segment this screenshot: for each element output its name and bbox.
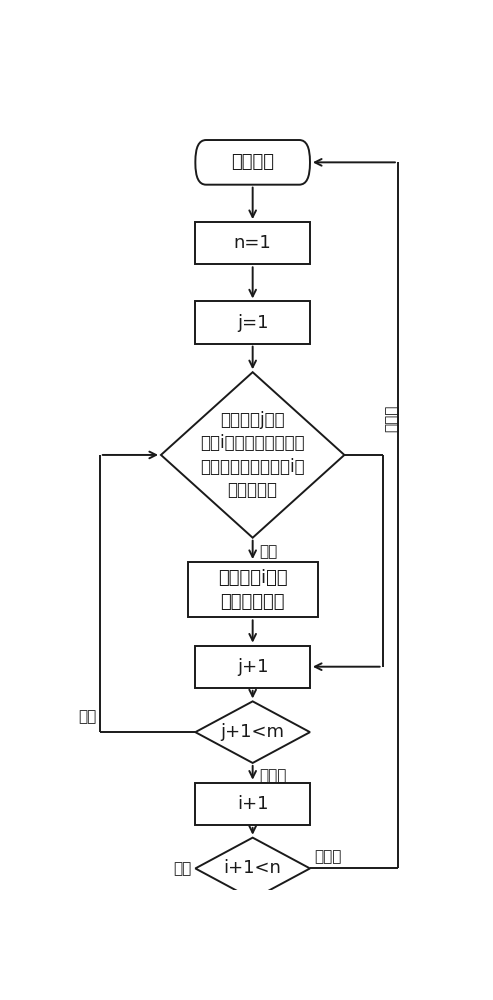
Bar: [195, 646, 310, 688]
Polygon shape: [195, 701, 310, 763]
Text: 小于: 小于: [78, 709, 97, 724]
Text: j+1: j+1: [237, 658, 268, 676]
Bar: [195, 301, 310, 344]
Text: i+1: i+1: [237, 795, 268, 813]
Text: n=1: n=1: [234, 234, 272, 252]
Polygon shape: [195, 838, 310, 899]
Text: 低于: 低于: [259, 544, 278, 559]
Text: j+1<m: j+1<m: [221, 723, 284, 741]
Text: 小于: 小于: [173, 861, 191, 876]
Text: j=1: j=1: [237, 314, 268, 332]
FancyBboxPatch shape: [195, 140, 310, 185]
Polygon shape: [161, 372, 344, 538]
Bar: [195, 783, 310, 825]
Text: 比较缆车j所在
坝段i的下降限位值是否
低于已经记录的坝段i的
下降限位值: 比较缆车j所在 坝段i的下降限位值是否 低于已经记录的坝段i的 下降限位值: [200, 411, 305, 499]
Text: 循环判断: 循环判断: [231, 153, 274, 171]
Text: 不低于: 不低于: [385, 404, 399, 432]
Bar: [188, 562, 317, 617]
Text: 不小于: 不小于: [259, 768, 287, 783]
Text: i+1<n: i+1<n: [224, 859, 282, 877]
Text: 不小于: 不小于: [314, 850, 341, 865]
Bar: [195, 222, 310, 264]
Text: 更新坝段i的当
前下降限位值: 更新坝段i的当 前下降限位值: [218, 569, 287, 610]
